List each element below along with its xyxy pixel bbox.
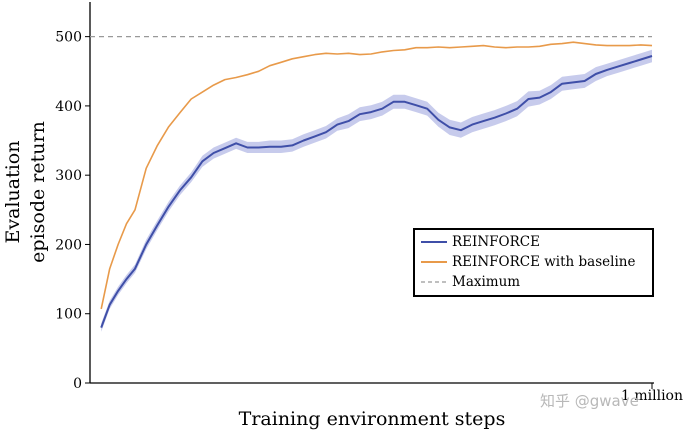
x-ticks: 1 million: [621, 383, 683, 404]
series-band-reinforce: [101, 49, 652, 332]
y-ticks: 0 100 200 300 400 500: [55, 30, 90, 392]
legend: REINFORCE REINFORCE with baseline Maximu…: [413, 228, 654, 297]
y-tick-label-100: 100: [55, 307, 82, 323]
legend-label-reinforce: REINFORCE: [452, 234, 540, 250]
y-tick-label-200: 200: [55, 237, 82, 253]
y-axis-title-line1: Evaluation: [2, 141, 24, 244]
x-axis-title: Training environment steps: [239, 408, 506, 430]
y-axis-title-line2: episode return: [27, 121, 49, 263]
y-tick-label-500: 500: [55, 30, 82, 46]
series-line-reinforce: [100, 55, 653, 328]
series-line-reinforce-with-baseline: [100, 41, 653, 310]
y-tick-label-0: 0: [73, 376, 82, 392]
y-tick-label-300: 300: [55, 168, 82, 184]
legend-label-reinforce-baseline: REINFORCE with baseline: [452, 254, 635, 270]
watermark: 知乎 @gwave: [540, 392, 639, 410]
y-tick-label-400: 400: [55, 99, 82, 115]
legend-box: [413, 228, 654, 297]
x-tick-label-1-million: 1 million: [621, 388, 683, 404]
plot-area: [90, 35, 653, 332]
legend-label-maximum: Maximum: [452, 274, 520, 290]
